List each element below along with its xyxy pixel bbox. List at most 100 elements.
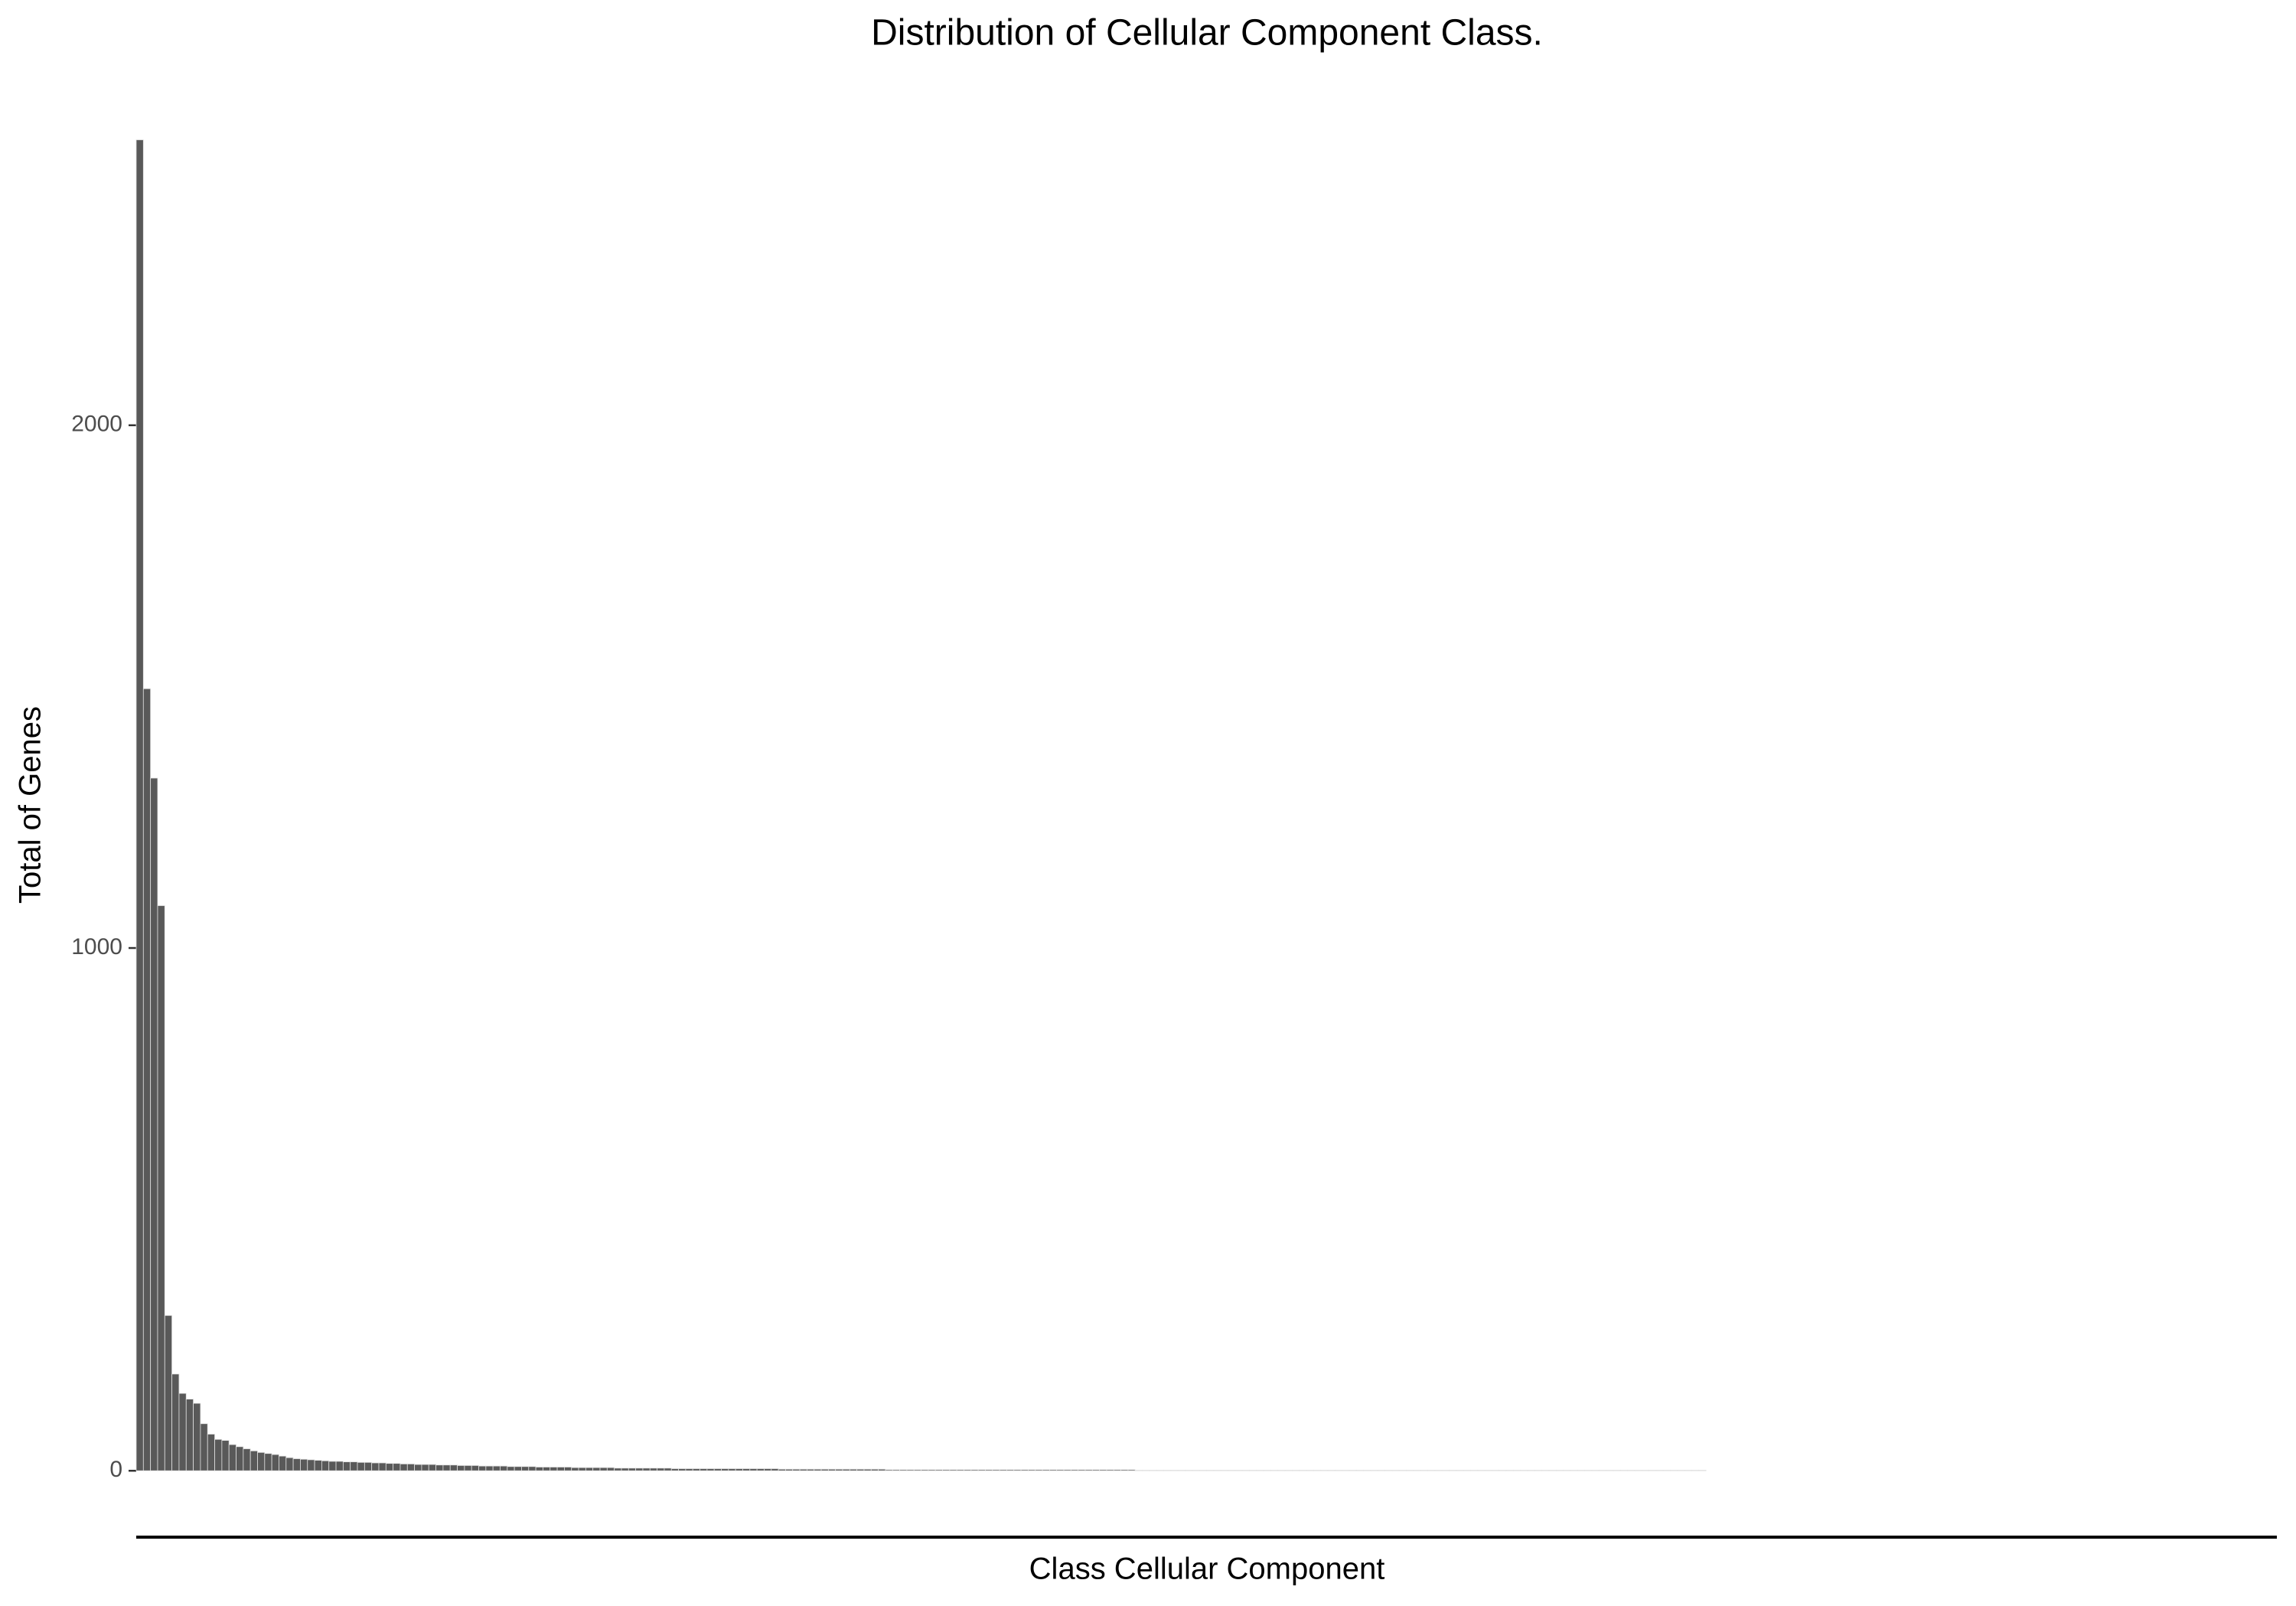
bar	[357, 1461, 365, 1471]
bar	[500, 1465, 508, 1471]
bar	[193, 1402, 201, 1471]
bar	[621, 1468, 629, 1471]
bar	[471, 1464, 479, 1471]
bar	[606, 1467, 615, 1471]
bar	[406, 1463, 416, 1471]
bar	[685, 1468, 693, 1471]
bar	[1106, 1469, 1114, 1471]
bar	[992, 1469, 1000, 1471]
bar	[1049, 1469, 1058, 1471]
bar	[550, 1467, 558, 1471]
bar	[1042, 1469, 1050, 1471]
bar	[706, 1468, 715, 1471]
bar	[742, 1468, 751, 1471]
bar	[892, 1469, 900, 1471]
bar	[956, 1469, 964, 1471]
x-axis-label: Class Cellular Component	[1029, 1552, 1385, 1586]
bar	[735, 1468, 743, 1471]
bar	[778, 1468, 786, 1471]
bar	[806, 1468, 815, 1471]
bar	[142, 688, 152, 1471]
bar	[1099, 1469, 1107, 1471]
bar	[664, 1468, 672, 1471]
bar	[221, 1440, 230, 1471]
bar	[514, 1466, 522, 1471]
bar	[1028, 1469, 1036, 1471]
bar	[635, 1468, 644, 1471]
bar	[300, 1458, 308, 1471]
bar	[321, 1460, 330, 1471]
bar	[999, 1469, 1007, 1471]
bar	[400, 1463, 408, 1471]
bar	[378, 1462, 386, 1471]
bar	[207, 1434, 215, 1471]
bar	[228, 1444, 236, 1471]
bar	[592, 1467, 601, 1471]
y-axis-label: Total of Genes	[14, 706, 47, 904]
bar	[442, 1464, 451, 1471]
bar	[670, 1468, 679, 1471]
bar	[157, 905, 165, 1471]
bar	[906, 1469, 915, 1471]
bar	[200, 1423, 208, 1471]
bar	[849, 1468, 858, 1471]
bar	[885, 1469, 893, 1471]
bar	[307, 1459, 315, 1471]
bar	[899, 1469, 908, 1471]
bar	[393, 1463, 401, 1471]
bar	[521, 1466, 530, 1471]
bar	[178, 1393, 187, 1471]
bar	[1063, 1469, 1071, 1471]
bar	[1056, 1469, 1065, 1471]
chart-title: Distribution of Cellular Component Class…	[871, 13, 1543, 54]
bar	[1020, 1469, 1029, 1471]
bar	[164, 1314, 173, 1471]
bar	[820, 1468, 829, 1471]
bar	[243, 1448, 251, 1471]
bar	[414, 1464, 422, 1471]
bar	[692, 1468, 700, 1471]
bar	[428, 1464, 436, 1471]
bar	[827, 1468, 837, 1471]
bar	[257, 1451, 266, 1471]
bar	[792, 1468, 801, 1471]
bar	[571, 1467, 579, 1471]
bar	[150, 777, 158, 1471]
bar	[614, 1468, 622, 1471]
bar	[949, 1469, 957, 1471]
bar	[457, 1464, 465, 1471]
bar	[921, 1469, 929, 1471]
bar	[985, 1469, 993, 1471]
bar	[1035, 1469, 1043, 1471]
bar	[799, 1468, 807, 1471]
bar	[642, 1468, 651, 1471]
bar	[485, 1465, 494, 1471]
bar	[328, 1461, 337, 1471]
bar	[1113, 1469, 1122, 1471]
bar	[728, 1468, 736, 1471]
bar	[1078, 1469, 1086, 1471]
bar	[449, 1464, 458, 1471]
bar	[913, 1469, 921, 1471]
bar	[535, 1467, 543, 1471]
bar	[856, 1468, 865, 1471]
bar	[934, 1469, 943, 1471]
bar	[171, 1373, 180, 1471]
bar	[657, 1468, 665, 1471]
bar	[478, 1465, 487, 1471]
bar	[700, 1468, 708, 1471]
bar	[285, 1457, 294, 1471]
bar	[335, 1461, 344, 1471]
bar	[678, 1468, 687, 1471]
bar	[507, 1466, 515, 1471]
bar	[371, 1462, 380, 1471]
bar	[364, 1461, 373, 1471]
bar	[628, 1468, 637, 1471]
y-tick-label: 1000	[71, 934, 122, 959]
bar	[236, 1446, 244, 1471]
bar	[342, 1461, 351, 1471]
bar	[578, 1467, 586, 1471]
bar	[771, 1468, 779, 1471]
bar	[1084, 1469, 1093, 1471]
